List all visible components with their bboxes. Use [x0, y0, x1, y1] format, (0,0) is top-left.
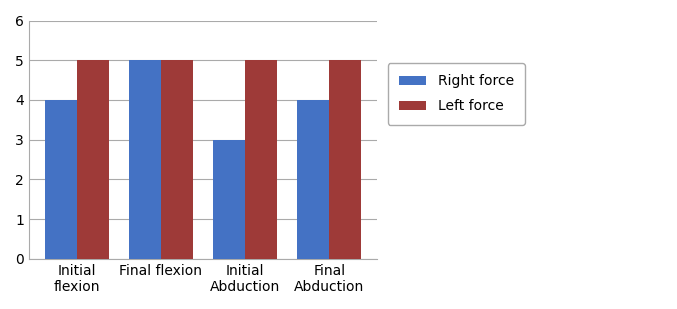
- Bar: [213, 140, 245, 259]
- Bar: [245, 60, 277, 259]
- Bar: [45, 100, 77, 259]
- Bar: [161, 60, 193, 259]
- Legend: Right force, Left force: Right force, Left force: [388, 63, 525, 125]
- Bar: [297, 100, 329, 259]
- Bar: [129, 60, 161, 259]
- Bar: [329, 60, 362, 259]
- Bar: [77, 60, 108, 259]
